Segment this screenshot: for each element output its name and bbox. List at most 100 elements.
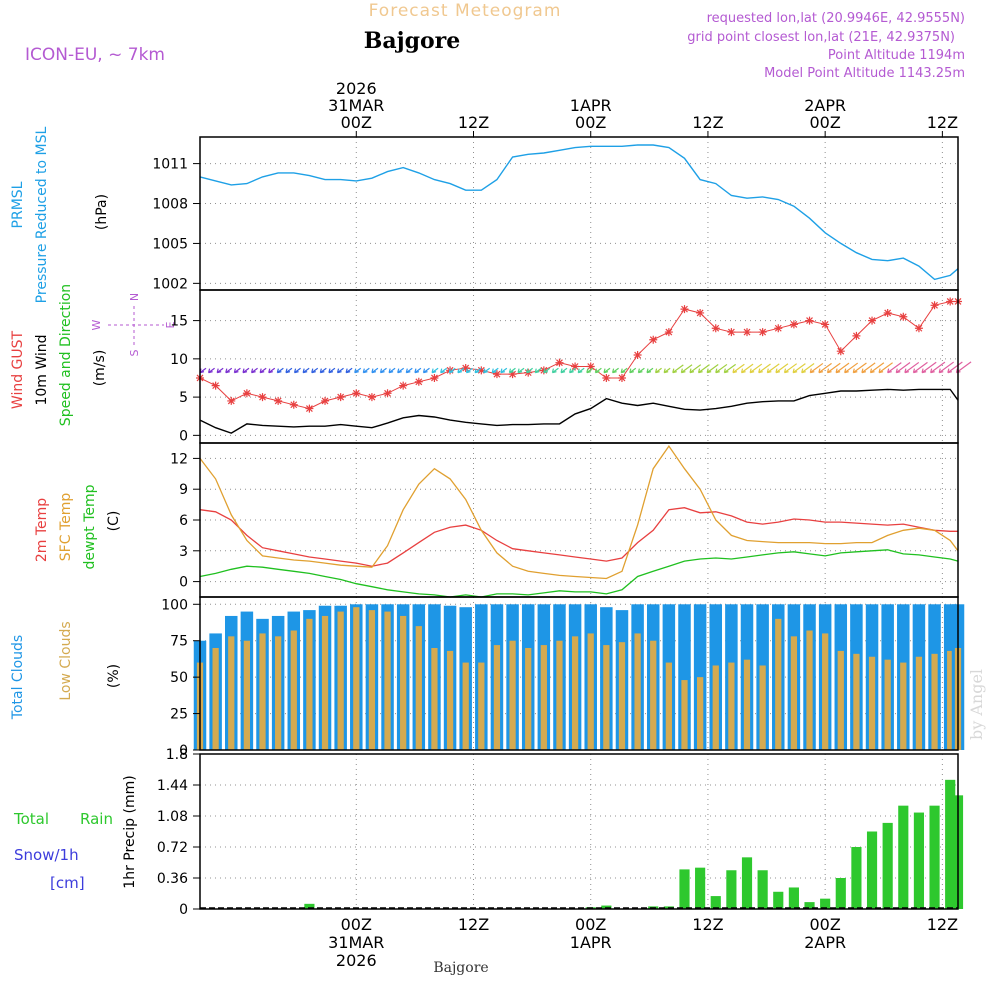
y-tick-label: 0 [179, 428, 188, 444]
wind-arrowhead [680, 368, 686, 374]
low-cloud-bar [587, 633, 594, 750]
gust-marker [789, 320, 798, 329]
wind-dir-label: Speed and Direction [58, 284, 74, 426]
low-cloud-bar [509, 640, 516, 750]
wind-direction-arrow [672, 364, 684, 374]
y-tick-label: 3 [179, 544, 188, 560]
wind-speed-line [199, 388, 959, 434]
gust-marker [211, 381, 220, 390]
wind-arrowhead [947, 368, 952, 374]
gust-marker [743, 328, 752, 337]
compass-w-label: W [90, 319, 103, 330]
gust-marker [617, 373, 626, 382]
wind-arrowhead [749, 368, 755, 374]
wind-arrowhead [242, 368, 248, 374]
low-cloud-bar [353, 607, 360, 750]
top-tick-label: 1APR [570, 96, 612, 115]
wind-direction-arrow [723, 363, 737, 374]
wind-direction-arrow [930, 361, 946, 374]
wind-direction-arrow [913, 361, 928, 374]
low-cloud-bar [462, 662, 469, 750]
wind-arrowhead [526, 368, 531, 374]
gust-marker [430, 373, 439, 382]
wind-arrowhead [792, 368, 798, 374]
wind-arrowhead [543, 368, 548, 374]
low-cloud-bar [681, 680, 688, 750]
gust-marker [774, 324, 783, 333]
gust-marker [821, 320, 830, 329]
wind-direction-arrow [827, 362, 841, 374]
wind-arrowhead [465, 368, 471, 374]
y-tick-label: 12 [170, 451, 188, 467]
snow-label: Snow/1h [14, 846, 79, 864]
requested-coords: requested lon,lat (20.9946E, 42.9555N) [707, 11, 965, 26]
low-cloud-bar [790, 636, 798, 750]
wind-arrowhead [809, 368, 815, 374]
wind-direction-arrow [870, 362, 885, 374]
wind-arrowhead [577, 368, 583, 374]
wind-arrowhead [474, 368, 480, 374]
wind-arrowhead [250, 368, 256, 374]
y-tick-label: 1011 [152, 157, 188, 173]
low-cloud-bar [712, 665, 719, 750]
gust-marker [352, 389, 361, 398]
wind-arrowhead [371, 368, 377, 374]
low-cloud-bar [478, 662, 485, 750]
snow-unit: [cm] [50, 874, 85, 892]
wind-direction-arrow [956, 361, 972, 374]
wind-arrowhead [491, 368, 497, 374]
wind-arrowhead [336, 368, 342, 374]
bottom-tick-label: 00Z [809, 915, 840, 934]
gust-marker [242, 389, 251, 398]
rain-bar [945, 779, 956, 909]
gust-marker [899, 312, 908, 321]
wind-direction-arrow [681, 364, 693, 374]
low-cloud-bar [806, 630, 813, 750]
y-tick-label: 0 [179, 902, 188, 918]
wind-arrowhead [225, 368, 230, 374]
wind-arrowhead [293, 368, 299, 374]
wind-direction-arrow [947, 361, 963, 374]
gust-marker [571, 362, 580, 371]
low-cloud-bar [368, 610, 376, 750]
wind-arrowhead [208, 368, 213, 374]
low-cloud-bar [306, 618, 313, 750]
y-tick-label: 100 [161, 597, 188, 613]
gust-marker [258, 393, 267, 402]
wind-arrowhead [887, 368, 892, 374]
gust-marker [461, 364, 470, 373]
pressure-label-2: Pressure Reduced to MSL [34, 126, 50, 303]
bottom-tick-label: 00Z [341, 915, 372, 934]
top-tick-label: 00Z [809, 113, 840, 132]
wind-direction-arrow [801, 363, 815, 374]
wind-arrowhead [869, 368, 875, 374]
low-cloud-bar [384, 611, 391, 750]
y-tick-label: 5 [179, 390, 188, 406]
model-label: ICON-EU, ~ 7km [25, 45, 165, 65]
wind-arrowhead [766, 368, 772, 374]
wind-arrowhead [431, 368, 437, 374]
wind-arrowhead [904, 368, 910, 374]
wind-direction-arrow [878, 362, 893, 374]
gust-marker [367, 393, 376, 402]
wind-arrowhead [818, 368, 824, 374]
bottom-tick-label: 31MAR [328, 933, 384, 952]
rain-bar [804, 902, 815, 909]
wind-direction-arrow [784, 363, 798, 374]
rain-bar [929, 805, 940, 909]
wind-arrowhead [689, 368, 695, 374]
wind-arrowhead [345, 368, 351, 374]
panel-frame-3 [199, 596, 959, 751]
gust-marker [633, 351, 642, 360]
wind-compass-icon: N S E W [90, 293, 177, 357]
gust-marker [305, 404, 314, 413]
wind-arrowhead [646, 368, 652, 374]
wind-direction-arrow [844, 362, 859, 374]
wind-arrowhead [379, 368, 385, 374]
low-cloud-bar [900, 662, 907, 750]
wind-direction-arrow [809, 362, 824, 374]
wind-direction-arrow [861, 362, 876, 374]
dewpt-line [199, 549, 959, 598]
wind-arrowhead [861, 368, 867, 374]
clouds-low-label: Low Clouds [58, 621, 74, 700]
